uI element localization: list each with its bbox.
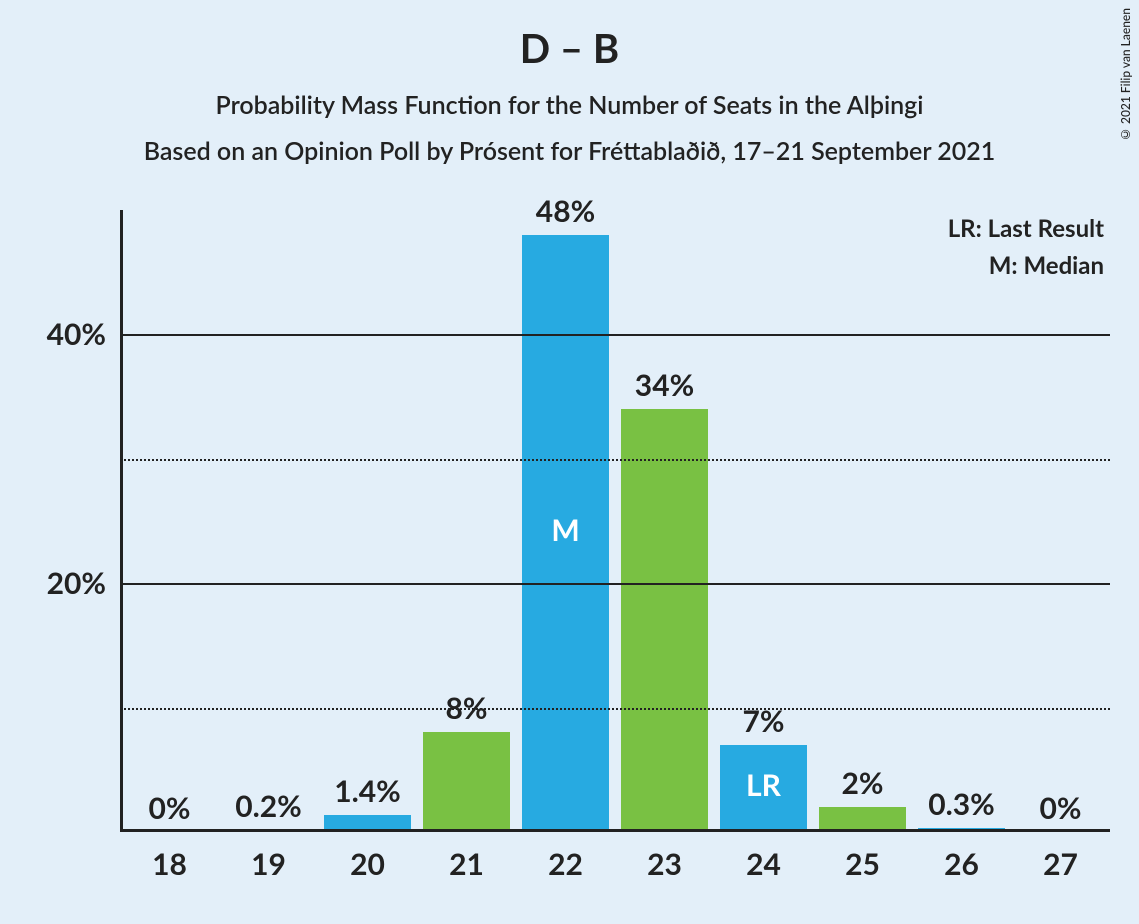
gridline	[120, 583, 1110, 585]
x-tick-label: 23	[647, 832, 682, 882]
bar-slot: 2%	[813, 210, 912, 832]
x-tick-label: 21	[449, 832, 484, 882]
chart-plot-area: LR: Last Result M: Median 0%0.2%1.4%8%48…	[120, 210, 1110, 832]
gridline	[120, 708, 1110, 710]
x-tick-label: 22	[548, 832, 583, 882]
bar-slot: 8%	[417, 210, 516, 832]
y-axis-line	[120, 210, 123, 832]
y-tick-label: 20%	[47, 565, 120, 601]
bar-slot: 7%LR	[714, 210, 813, 832]
chart-subtitle-2: Based on an Opinion Poll by Prósent for …	[0, 136, 1139, 166]
x-tick-label: 18	[152, 832, 187, 882]
bar-slot: 0.3%	[912, 210, 1011, 832]
bar-slot: 0%	[1011, 210, 1110, 832]
bar-value-label: 48%	[536, 193, 595, 229]
bar-value-label: 2%	[842, 765, 884, 801]
chart-subtitle-1: Probability Mass Function for the Number…	[0, 90, 1139, 120]
bar-in-label: LR	[746, 767, 781, 803]
bar-in-label: M	[551, 512, 579, 548]
x-tick-label: 24	[746, 832, 781, 882]
bar-value-label: 0.2%	[235, 788, 302, 824]
bar-value-label: 0.3%	[928, 786, 995, 822]
x-tick-label: 20	[350, 832, 385, 882]
bar-slot: 1.4%	[318, 210, 417, 832]
bar-slot: 48%M	[516, 210, 615, 832]
gridline	[120, 334, 1110, 336]
gridline	[120, 459, 1110, 461]
bar	[423, 732, 510, 832]
x-tick-label: 25	[845, 832, 880, 882]
bar	[621, 409, 708, 832]
x-tick-label: 26	[944, 832, 979, 882]
bar-value-label: 34%	[635, 367, 694, 403]
x-tick-label: 19	[251, 832, 286, 882]
chart-bars: 0% 0.2% 1.4% 8%48%M 34% 7%LR 2% 0.3% 0%	[120, 210, 1110, 832]
bar-value-label: 0%	[1040, 790, 1082, 826]
bar-value-label: 0%	[149, 790, 191, 826]
x-tick-label: 27	[1043, 832, 1078, 882]
bar-value-label: 1.4%	[334, 773, 401, 809]
bar-slot: 0%	[120, 210, 219, 832]
bar-slot: 34%	[615, 210, 714, 832]
chart-title: D – B	[0, 0, 1139, 72]
copyright-text: © 2021 Filip van Laenen	[1118, 8, 1133, 142]
y-tick-label: 40%	[47, 316, 120, 352]
bar-slot: 0.2%	[219, 210, 318, 832]
